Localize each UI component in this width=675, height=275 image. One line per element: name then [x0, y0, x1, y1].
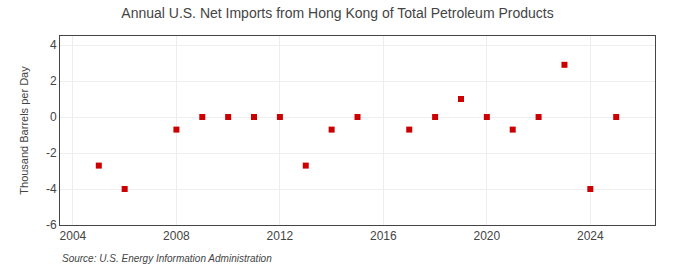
svg-text:-6: -6: [46, 218, 57, 232]
svg-text:2008: 2008: [163, 229, 190, 243]
svg-text:Annual U.S. Net Imports from H: Annual U.S. Net Imports from Hong Kong o…: [121, 5, 553, 21]
svg-text:0: 0: [50, 110, 57, 124]
svg-text:Source: U.S. Energy Informatio: Source: U.S. Energy Information Administ…: [62, 253, 272, 264]
svg-text:-2: -2: [46, 146, 57, 160]
svg-text:2024: 2024: [577, 229, 604, 243]
svg-text:4: 4: [50, 38, 57, 52]
svg-text:-4: -4: [46, 182, 57, 196]
svg-text:2: 2: [50, 74, 57, 88]
svg-text:2016: 2016: [370, 229, 397, 243]
svg-text:2004: 2004: [60, 229, 87, 243]
svg-text:2020: 2020: [473, 229, 500, 243]
svg-text:Thousand Barrels per Day: Thousand Barrels per Day: [18, 66, 30, 195]
svg-text:2012: 2012: [267, 229, 294, 243]
